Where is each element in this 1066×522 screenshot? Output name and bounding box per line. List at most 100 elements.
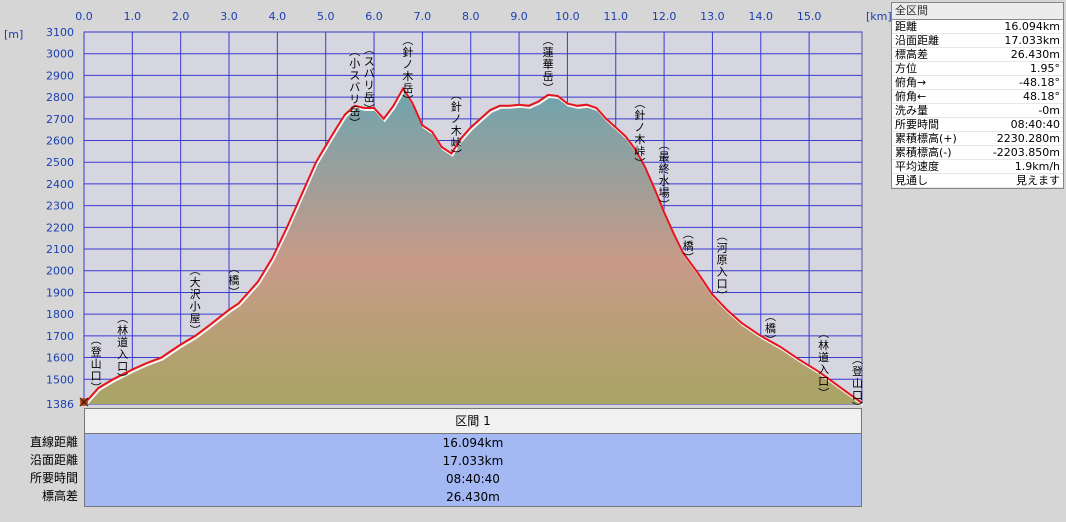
stats-label: 標高差: [895, 48, 928, 61]
x-tick-labels: 0.0 1.0 2.0 3.0 4.0 5.0 6.0 7.0 8.0 9.0 10.0 11.0 12…: [75, 10, 821, 23]
stats-row: 累積標高(+) 2230.280m: [892, 132, 1063, 146]
y-tick-label: 1700: [46, 330, 74, 343]
stats-row: 俯角→ -48.18°: [892, 76, 1063, 90]
x-tick-label: 2.0: [172, 10, 190, 23]
stats-row: 標高差 26.430m: [892, 48, 1063, 62]
stats-label: 累積標高(+): [895, 132, 957, 145]
x-tick-label: 1.0: [124, 10, 142, 23]
stats-label: 見通し: [895, 174, 928, 187]
y-tick-label: 2400: [46, 178, 74, 191]
y-tick-label: 1500: [46, 373, 74, 386]
stats-label: 沿面距離: [895, 34, 939, 47]
stats-value: 1.9km/h: [1014, 160, 1060, 173]
stats-header: 全区間: [892, 3, 1063, 20]
x-tick-label: 7.0: [414, 10, 432, 23]
stats-row: 累積標高(-) -2203.850m: [892, 146, 1063, 160]
x-tick-label: 11.0: [604, 10, 629, 23]
landmark-label: ︵登山口︶: [852, 353, 863, 408]
stats-row: 洗み量 -0m: [892, 104, 1063, 118]
start-marker[interactable]: [79, 397, 89, 407]
landmark-label: ︵小スバリ岳︶: [349, 45, 360, 130]
x-tick-label: 12.0: [652, 10, 677, 23]
landmark-label: ︵河原入口︶: [717, 230, 728, 303]
x-tick-label: 8.0: [462, 10, 480, 23]
landmark-label: ︵蓮華岳︶: [543, 34, 554, 95]
y-tick-label: 2600: [46, 135, 74, 148]
landmark-label: ︵針ノ木峠︶: [451, 88, 462, 161]
stats-value: 16.094km: [1004, 20, 1060, 33]
stats-row: 距離 16.094km: [892, 20, 1063, 34]
stats-value: 17.033km: [1004, 34, 1060, 47]
section-table: 区間 1 16.094km 17.033km 08:40:40 26.430m: [84, 408, 862, 507]
x-tick-label: 10.0: [555, 10, 580, 23]
section-value: 08:40:40: [446, 472, 500, 486]
y-tick-label: 3000: [46, 48, 74, 61]
stats-label: 洗み量: [895, 104, 928, 117]
y-tick-labels: 1386 1500 1600 1700 1800 1900 2000 2100 2200 2300…: [46, 26, 74, 408]
y-tick-label: 2500: [46, 156, 74, 169]
section-value: 16.094km: [442, 436, 504, 450]
profile-line: [83, 86, 863, 405]
section-value: 26.430m: [446, 490, 500, 504]
section-table-body: 16.094km 17.033km 08:40:40 26.430m: [84, 434, 862, 507]
stats-value: 見えます: [1016, 174, 1060, 187]
stats-value: 1.95°: [1030, 62, 1060, 75]
section-label: 沿面距離: [29, 453, 78, 467]
landmark-label: ︵橋︶: [683, 227, 694, 264]
section-header[interactable]: 区間 1: [84, 408, 862, 434]
stats-row: 沿面距離 17.033km: [892, 34, 1063, 48]
landmark-label: ︵登山口︶: [91, 334, 102, 395]
landmark-label: ︵林道入口︶: [117, 312, 128, 385]
stats-value: 48.18°: [1023, 90, 1060, 103]
elevation-chart: 0.0 1.0 2.0 3.0 4.0 5.0 6.0 7.0 8.0 9.0 10.0 11.0 12…: [4, 10, 892, 408]
y-tick-label: 1386: [46, 398, 74, 408]
y-unit-label: [m]: [4, 28, 23, 41]
stats-value: -2203.850m: [992, 146, 1060, 159]
stats-row: 所要時間 08:40:40: [892, 118, 1063, 132]
stats-value: -48.18°: [1019, 76, 1060, 89]
stats-label: 所要時間: [895, 118, 939, 131]
profile-area: [84, 88, 862, 405]
y-tick-label: 2300: [46, 200, 74, 213]
stats-value: 26.430m: [1010, 48, 1060, 61]
stats-label: 俯角←: [895, 90, 927, 103]
y-tick-label: 2000: [46, 265, 74, 278]
y-tick-label: 2200: [46, 221, 74, 234]
y-tick-label: 1900: [46, 286, 74, 299]
x-tick-label: 3.0: [220, 10, 238, 23]
landmark-label: ︵橋︶: [765, 310, 776, 347]
y-tick-label: 1600: [46, 352, 74, 365]
landmark-label: ︵針ノ木岳︶: [402, 34, 413, 107]
section-value: 17.033km: [442, 454, 504, 468]
stats-value: 2230.280m: [996, 132, 1060, 145]
y-tick-label: 1800: [46, 308, 74, 321]
landmark-labels: ︵登山口︶ ︵林道入口︶ ︵大沢小屋︶ ︵橋︶ ︵小スバリ岳︶ ︵スバリ岳︶ ︵針ノ木岳︶ ︵…: [91, 34, 863, 408]
section-label: 直線距離: [29, 435, 78, 449]
landmark-label: ︵橋︶: [228, 262, 239, 299]
x-tick-label: 9.0: [510, 10, 528, 23]
stats-value: 08:40:40: [1010, 118, 1060, 131]
x-tick-label: 15.0: [797, 10, 822, 23]
x-tick-label: 0.0: [75, 10, 93, 23]
y-tick-label: 2900: [46, 69, 74, 82]
section-label: 標高差: [41, 489, 78, 503]
y-tick-label: 3100: [46, 26, 74, 39]
y-tick-label: 2800: [46, 91, 74, 104]
stats-label: 累積標高(-): [895, 146, 952, 159]
stats-row: 見通し 見えます: [892, 174, 1063, 188]
stats-row: 方位 1.95°: [892, 62, 1063, 76]
landmark-label: ︵大沢小屋︶: [190, 264, 201, 337]
stats-panel: 全区間 距離 16.094km 沿面距離 17.033km 標高差 26.430m 方位 1.…: [891, 2, 1064, 189]
stats-label: 平均速度: [895, 160, 939, 173]
y-tick-label: 2700: [46, 113, 74, 126]
stats-label: 俯角→: [895, 76, 927, 89]
landmark-label: ︵針ノ木峠︶: [634, 97, 645, 170]
x-tick-label: 6.0: [365, 10, 383, 23]
section-label: 所要時間: [29, 471, 78, 485]
stats-label: 距離: [895, 20, 917, 33]
x-unit-label: [km]: [866, 10, 892, 23]
x-tick-label: 13.0: [700, 10, 725, 23]
landmark-label: ︵林道入口︶: [818, 327, 829, 400]
x-tick-label: 4.0: [269, 10, 287, 23]
x-tick-label: 14.0: [749, 10, 774, 23]
